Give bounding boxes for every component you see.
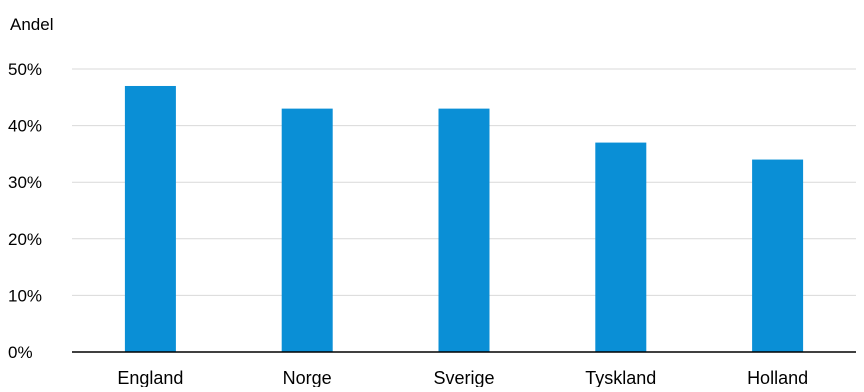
x-tick-label: England [117, 368, 183, 387]
y-tick-label: 20% [8, 230, 42, 249]
bar [281, 108, 333, 353]
bar [752, 159, 804, 352]
y-tick-label: 0% [8, 343, 33, 362]
y-tick-label: 10% [8, 286, 42, 305]
y-tick-label: 30% [8, 173, 42, 192]
bar [438, 108, 490, 353]
y-tick-label: 50% [8, 60, 42, 79]
x-tick-labels: England Norge Sverige Tyskland Holland [117, 368, 808, 388]
x-tick-label: Tyskland [585, 368, 656, 387]
y-tick-label: 40% [8, 117, 42, 136]
x-tick-label: Norge [283, 368, 332, 387]
x-tick-label: Holland [747, 368, 808, 387]
bar [124, 85, 176, 352]
bars [124, 85, 804, 353]
y-tick-labels: 0% 10% 20% 30% 40% 50% [8, 60, 42, 362]
x-tick-label: Sverige [433, 368, 494, 387]
bar [595, 142, 647, 352]
y-axis-label: Andel [10, 15, 53, 34]
